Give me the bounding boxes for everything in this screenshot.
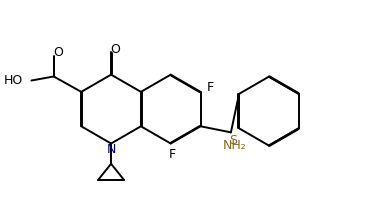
Text: O: O xyxy=(53,47,63,60)
Text: F: F xyxy=(169,148,176,161)
Text: F: F xyxy=(207,81,214,94)
Text: O: O xyxy=(110,43,120,56)
Text: N: N xyxy=(106,143,116,156)
Text: HO: HO xyxy=(3,74,22,87)
Text: NH₂: NH₂ xyxy=(223,139,247,152)
Text: S: S xyxy=(229,134,237,147)
